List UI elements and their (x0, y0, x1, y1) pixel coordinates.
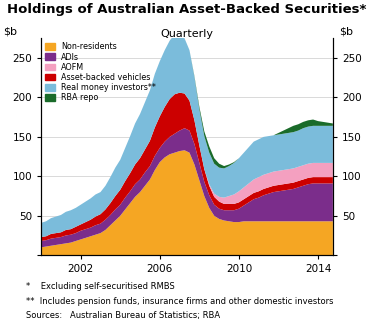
Text: *    Excluding self-securitised RMBS: * Excluding self-securitised RMBS (26, 282, 175, 291)
Text: Holdings of Australian Asset-Backed Securities*: Holdings of Australian Asset-Backed Secu… (7, 3, 367, 16)
Text: Quarterly: Quarterly (160, 29, 214, 39)
Text: $b: $b (339, 26, 353, 36)
Text: **  Includes pension funds, insurance firms and other domestic investors: ** Includes pension funds, insurance fir… (26, 297, 334, 306)
Text: Sources:   Australian Bureau of Statistics; RBA: Sources: Australian Bureau of Statistics… (26, 311, 220, 319)
Text: $b: $b (3, 26, 17, 36)
Legend: Non-residents, ADIs, AOFM, Asset-backed vehicles, Real money investors**, RBA re: Non-residents, ADIs, AOFM, Asset-backed … (43, 41, 158, 104)
